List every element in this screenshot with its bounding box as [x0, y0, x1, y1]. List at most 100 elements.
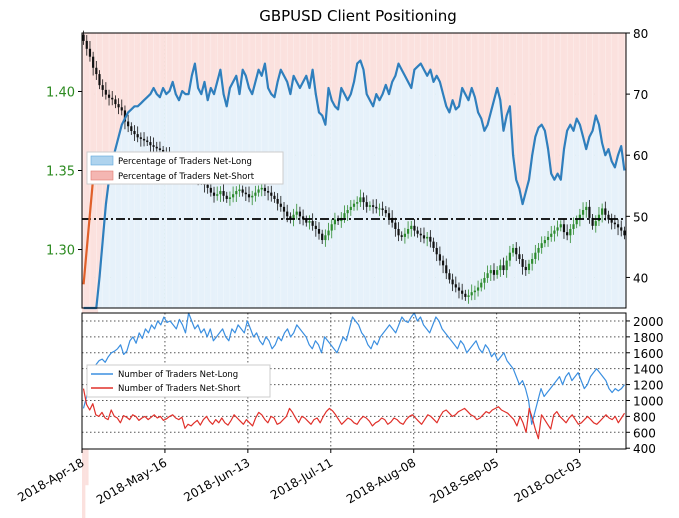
net-short-fill-bar — [263, 33, 267, 64]
net-long-fill-bar — [186, 94, 191, 308]
net-long-fill-bar — [129, 109, 134, 308]
net-short-fill-bar — [530, 33, 534, 156]
candle-body — [378, 208, 381, 210]
candle-body — [295, 211, 298, 215]
net-long-fill-bar — [530, 155, 534, 308]
candle-body — [473, 290, 476, 293]
count-tick-label: 400 — [633, 442, 656, 456]
candle-body — [270, 192, 273, 196]
candle-body — [524, 266, 527, 271]
net-long-fill-bar — [104, 204, 108, 308]
net-short-fill-bar — [543, 33, 547, 131]
candle-body — [553, 230, 556, 234]
candle-body — [244, 192, 247, 195]
net-short-fill-bar — [167, 33, 172, 92]
candle-body — [607, 214, 610, 220]
net-long-fill-bar — [346, 100, 350, 308]
net-short-fill-bar — [295, 33, 299, 82]
net-long-fill-bar — [161, 88, 165, 308]
candle-body — [149, 142, 152, 146]
candle-body — [305, 219, 308, 223]
net-long-fill-bar — [498, 100, 503, 308]
net-long-fill-bar — [524, 191, 528, 308]
net-short-fill-bar — [193, 33, 197, 64]
net-short-fill-bar — [314, 33, 318, 95]
candle-body — [515, 247, 518, 255]
candle-body — [480, 282, 483, 288]
candle-body — [92, 56, 95, 68]
top-legend-box — [86, 151, 284, 185]
net-short-fill-bar — [244, 33, 248, 76]
net-short-fill-bar — [556, 33, 560, 174]
net-short-fill-bar — [422, 33, 426, 70]
candle-body — [251, 195, 254, 198]
candle-body — [356, 202, 359, 204]
net-short-fill-bar — [619, 33, 624, 147]
net-long-fill-bar — [167, 91, 172, 308]
net-long-fill-bar — [613, 167, 617, 308]
net-short-fill-bar — [435, 33, 439, 76]
candle-body — [216, 194, 219, 196]
candle-body — [232, 194, 235, 198]
candle-body — [235, 191, 238, 195]
net-short-fill-bar — [199, 33, 204, 95]
candle-body — [228, 197, 232, 199]
net-short-fill-bar — [307, 33, 312, 88]
candle-body — [330, 224, 333, 231]
net-short-fill-bar — [486, 33, 490, 125]
net-long-fill-bar — [136, 106, 140, 308]
net-short-count-path — [82, 388, 626, 440]
net-short-fill-bar — [161, 33, 165, 88]
candle-body — [572, 224, 575, 229]
net-short-fill-bar — [231, 33, 235, 82]
candle-body — [314, 225, 317, 229]
net-short-fill-bar — [155, 33, 159, 95]
net-short-fill-bar — [186, 33, 191, 95]
net-short-fill-bar — [237, 33, 242, 95]
legend-swatch-net-short-pct — [90, 170, 114, 181]
net-long-fill-bar — [575, 118, 579, 308]
candle-body — [546, 236, 550, 241]
net-short-fill-bar — [575, 33, 579, 119]
net-short-fill-bar — [466, 33, 471, 101]
net-short-fill-bar — [276, 33, 280, 82]
candle-body — [521, 259, 524, 267]
candle-body — [426, 236, 429, 239]
legend-swatch-net-long-pct — [90, 155, 114, 166]
net-long-fill-bar — [384, 84, 388, 308]
candle-body — [429, 236, 432, 242]
candle-body — [311, 221, 314, 226]
net-short-fill-bar — [377, 33, 382, 101]
candle-body — [597, 214, 601, 222]
candle-body — [566, 232, 569, 236]
candle-body — [98, 74, 101, 86]
candle-body — [527, 263, 531, 271]
net-short-fill-bar — [358, 33, 363, 61]
net-short-fill-bar — [339, 33, 344, 88]
net-short-fill-bar — [174, 33, 178, 95]
net-long-percentage-line — [82, 59, 626, 310]
candle-body — [451, 279, 454, 285]
candle-body — [581, 210, 585, 215]
net-short-fill-bar — [511, 33, 515, 156]
candle-body — [101, 85, 104, 90]
net-short-fill-bar — [384, 33, 388, 85]
candle-body — [620, 227, 623, 231]
net-short-fill-bar — [320, 33, 324, 116]
price-axis: 1.30 1.35 1.40 — [46, 85, 82, 259]
candle-body — [120, 107, 123, 111]
candle-body — [343, 213, 346, 218]
net-long-fill-bar — [505, 115, 509, 308]
candle-body — [133, 130, 136, 135]
net-short-ramp — [82, 178, 95, 285]
bottom-legend: Number of Traders Net-Long Number of Tra… — [86, 364, 271, 398]
candle-body — [298, 211, 302, 217]
candle-body — [537, 247, 540, 253]
net-long-count-path — [82, 312, 625, 425]
candle-body — [435, 247, 438, 255]
net-long-fill-bar — [422, 69, 426, 309]
candle-body — [349, 206, 352, 211]
candle-body — [117, 104, 120, 108]
